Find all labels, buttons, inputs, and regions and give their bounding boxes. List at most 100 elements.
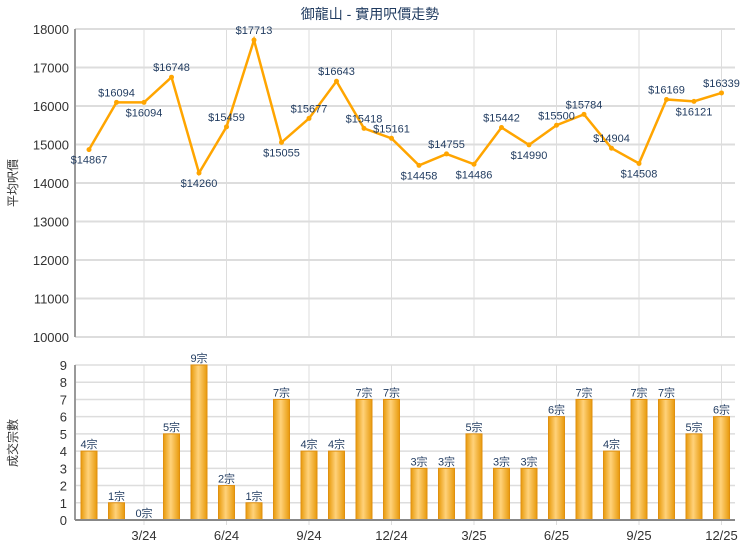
price-point	[169, 74, 174, 80]
count-data-label: 4宗	[80, 437, 97, 451]
chart-title: 御龍山 - 實用呎價走勢	[301, 6, 439, 22]
y-tick-label: 2	[60, 479, 67, 494]
x-tick-label: 3/24	[131, 528, 156, 543]
price-data-label: $14904	[593, 133, 630, 145]
count-data-label: 4宗	[328, 437, 345, 451]
price-point	[306, 115, 312, 121]
price-data-label: $14508	[621, 168, 658, 180]
price-data-label: $17713	[236, 25, 273, 37]
price-chart: 10000 11000 12000 13000 14000 15000 16000 17000…	[33, 22, 740, 345]
price-point	[609, 145, 614, 151]
count-bar	[630, 398, 648, 521]
price-data-label: $16121	[676, 106, 713, 118]
count-bar	[190, 364, 208, 521]
price-y-label: 平均呎價	[6, 159, 20, 207]
price-data-label: $15442	[483, 112, 520, 124]
price-data-label: $15459	[208, 112, 245, 124]
count-data-label: 7宗	[658, 385, 675, 399]
price-data-label: $15161	[373, 123, 410, 135]
price-data-label: $16094	[126, 107, 163, 119]
price-data-label: $15500	[538, 110, 575, 122]
count-data-label: 7宗	[630, 385, 647, 399]
price-point	[581, 111, 587, 117]
count-bar	[548, 416, 565, 521]
price-point	[664, 96, 669, 102]
count-bar	[658, 398, 675, 521]
price-data-label: $15677	[291, 103, 328, 115]
price-point	[389, 135, 394, 141]
y-tick-label: 16000	[33, 99, 69, 114]
y-tick-label: 3	[60, 461, 67, 476]
price-point	[86, 147, 92, 153]
price-data-label: $14755	[428, 139, 465, 151]
price-point	[471, 161, 477, 167]
count-bar	[163, 433, 180, 521]
count-chart: 0 1 2 3 4 5 6 7 8 9 3/24 6/24 9/24 12/24 3/25 6/25 9/25 1…	[60, 351, 738, 543]
count-bar	[520, 467, 538, 521]
count-data-label: 7宗	[383, 385, 400, 399]
x-tick-label: 3/25	[461, 528, 486, 543]
count-bar	[713, 416, 730, 521]
price-point	[691, 98, 697, 104]
price-data-label: $16643	[318, 66, 355, 78]
count-bar	[218, 485, 235, 521]
count-data-label: 7宗	[575, 385, 592, 399]
y-tick-label: 15000	[33, 138, 69, 153]
count-bar	[438, 467, 455, 521]
count-data-label: 3宗	[438, 454, 455, 468]
price-point	[499, 124, 504, 130]
y-tick-label: 1	[60, 496, 67, 511]
count-bar	[328, 450, 345, 521]
count-data-label: 5宗	[685, 420, 702, 434]
price-data-label: $15418	[346, 113, 383, 125]
count-bar	[383, 398, 400, 521]
count-data-label: 3宗	[520, 454, 537, 468]
price-point	[141, 99, 147, 105]
price-data-label: $16169	[648, 84, 685, 96]
count-bar	[575, 398, 593, 521]
count-bar	[355, 398, 373, 521]
count-data-label: 6宗	[548, 403, 565, 417]
x-tick-label: 9/24	[296, 528, 321, 543]
count-data-label: 4宗	[300, 437, 317, 451]
y-tick-label: 4	[60, 444, 67, 459]
price-point	[444, 151, 449, 157]
price-data-label: $15784	[566, 99, 603, 111]
y-tick-label: 7	[60, 392, 67, 407]
x-tick-label: 6/24	[214, 528, 239, 543]
count-data-label: 5宗	[163, 420, 180, 434]
price-data-label: $14990	[511, 150, 548, 162]
count-bar	[493, 467, 510, 521]
y-tick-label: 11000	[34, 292, 69, 307]
price-point	[361, 125, 367, 131]
y-tick-label: 18000	[33, 22, 69, 37]
count-data-label: 1宗	[108, 489, 125, 503]
price-point	[416, 162, 422, 168]
price-point	[279, 139, 284, 145]
price-point	[251, 37, 257, 43]
y-tick-label: 8	[60, 375, 67, 390]
price-data-label: $14260	[181, 178, 218, 190]
price-data-label: $15055	[263, 147, 300, 159]
price-data-label: $14486	[456, 169, 493, 181]
count-bar	[245, 502, 263, 521]
count-bar	[410, 467, 428, 521]
price-data-label: $16094	[98, 87, 135, 99]
x-tick-label: 9/25	[626, 528, 651, 543]
y-tick-label: 6	[60, 410, 67, 425]
count-bar	[273, 398, 290, 521]
y-tick-label: 12000	[33, 253, 69, 268]
count-data-label: 3宗	[410, 454, 427, 468]
y-tick-label: 13000	[33, 215, 69, 230]
count-bar	[300, 450, 318, 521]
price-point	[114, 99, 119, 105]
price-point	[719, 90, 724, 96]
count-bar	[465, 433, 483, 521]
price-point	[334, 78, 339, 84]
count-data-label: 7宗	[273, 385, 290, 399]
count-data-label: 7宗	[355, 385, 372, 399]
count-bar	[685, 433, 703, 521]
y-tick-label: 5	[60, 427, 67, 442]
